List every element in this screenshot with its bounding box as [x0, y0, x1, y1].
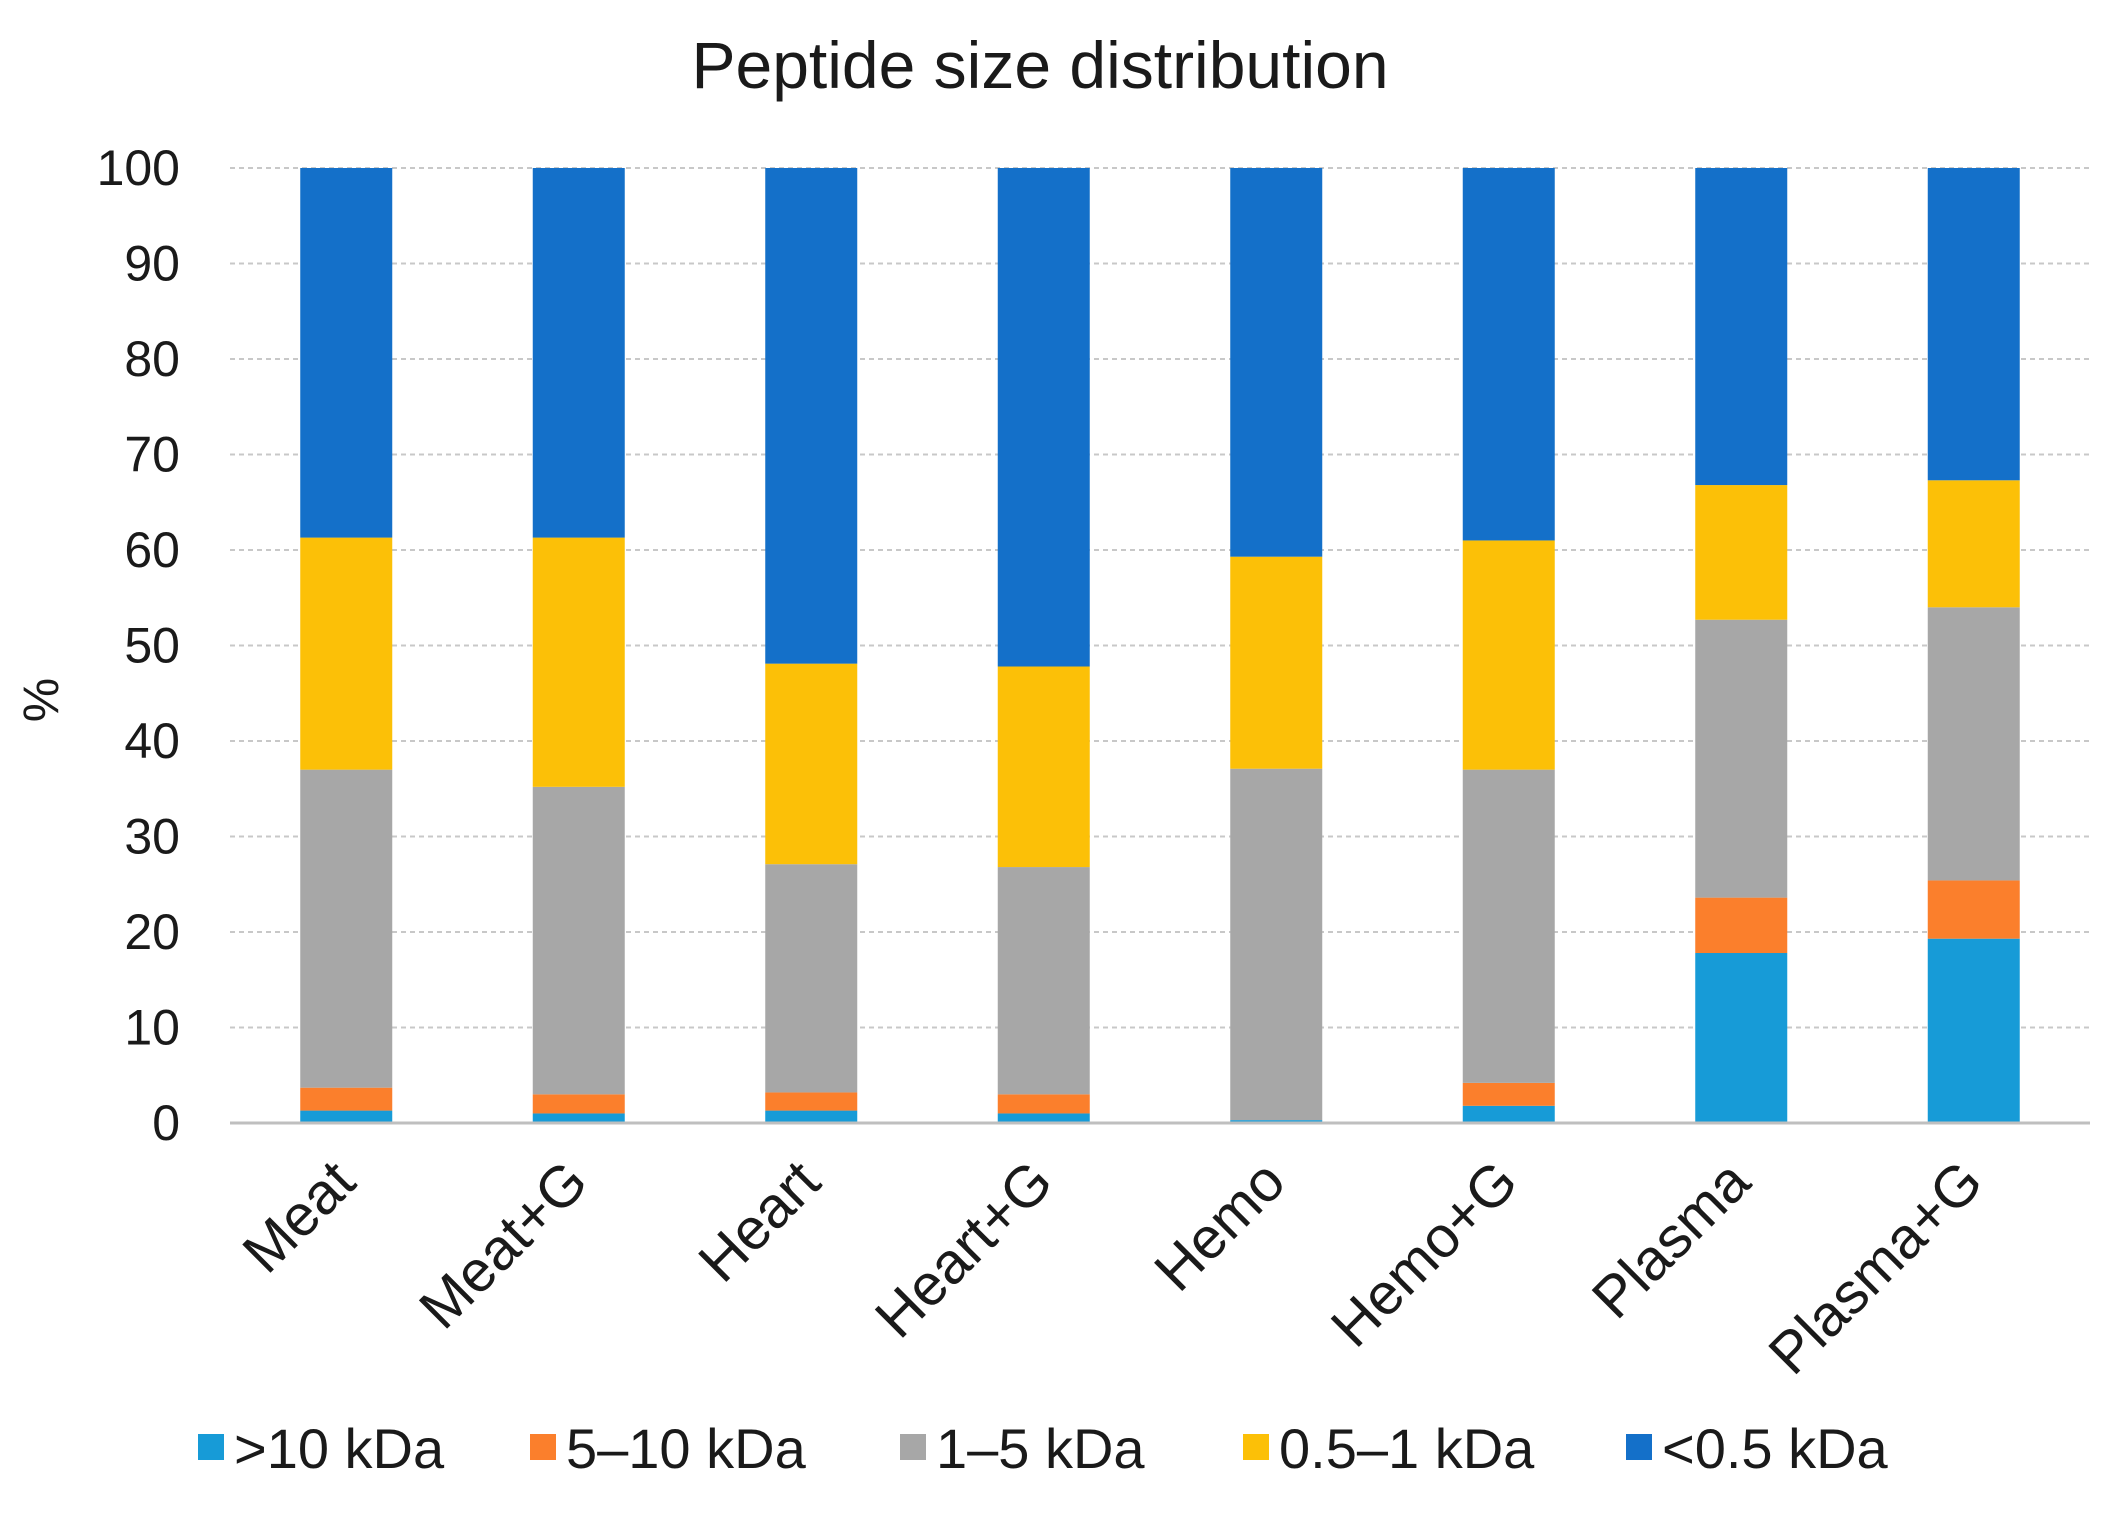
bar-stack-hemo-g	[1462, 168, 1555, 1123]
bar-plasma-1-5-kda	[1695, 619, 1788, 898]
legend: >10 kDa 5–10 kDa 1–5 kDa 0.5–1 kDa <0.5 kDa	[198, 1417, 1889, 1480]
bar-meat-g-1-5-kda	[532, 786, 625, 1095]
bar-hemo-0-5-kda	[1230, 168, 1323, 557]
bar-heart-0-5-kda	[765, 168, 858, 664]
bar-stack-plasma	[1695, 168, 1788, 1123]
bar-plasma-5-10-kda	[1695, 897, 1788, 954]
bar-plasma-0-5-kda	[1695, 168, 1788, 486]
legend-label-0-5-1-kda: 0.5–1 kDa	[1279, 1417, 1535, 1480]
legend-swatch-10-kda	[198, 1434, 224, 1460]
x-tick-label-meat-g: Meat+G	[407, 1148, 600, 1341]
x-tick-label-plasma: Plasma	[1580, 1148, 1763, 1331]
legend-swatch-5-10-kda	[530, 1434, 556, 1460]
bar-plasma-g-5-10-kda	[1927, 880, 2020, 939]
bar-hemo-g-0-5-kda	[1462, 168, 1555, 541]
y-axis-ticks: 0 10 20 30 40 50 60 70 80 90 100	[97, 140, 180, 1151]
bar-heart-g-0-5-1-kda	[997, 666, 1090, 868]
legend-item-0-5-1-kda: 0.5–1 kDa	[1243, 1417, 1535, 1480]
y-tick-label-10: 10	[124, 1000, 180, 1056]
bar-meat-1-5-kda	[300, 769, 393, 1088]
bar-plasma-g-0-5-kda	[1927, 168, 2020, 481]
bars	[300, 168, 2020, 1123]
y-tick-label-80: 80	[124, 331, 180, 387]
y-tick-label-70: 70	[124, 427, 180, 483]
x-tick-label-meat: Meat	[230, 1148, 367, 1285]
bar-stack-meat	[300, 168, 393, 1123]
bar-hemo-g-10-kda	[1462, 1105, 1555, 1123]
bar-stack-plasma-g	[1927, 168, 2020, 1123]
x-tick-label-hemo: Hemo	[1142, 1148, 1297, 1303]
legend-item-1-5-kda: 1–5 kDa	[900, 1417, 1145, 1480]
bar-heart-1-5-kda	[765, 864, 858, 1093]
bar-heart-0-5-1-kda	[765, 663, 858, 865]
y-tick-label-0: 0	[152, 1095, 180, 1151]
bar-meat-g-0-5-kda	[532, 168, 625, 538]
y-tick-label-40: 40	[124, 713, 180, 769]
y-tick-label-50: 50	[124, 618, 180, 674]
gridlines	[230, 167, 2090, 1029]
bar-hemo-g-0-5-1-kda	[1462, 540, 1555, 770]
y-axis-label: %	[13, 678, 69, 722]
bar-meat-g-10-kda	[532, 1113, 625, 1123]
bar-plasma-0-5-1-kda	[1695, 485, 1788, 620]
legend-swatch-0-5-kda	[1626, 1434, 1652, 1460]
bar-heart-g-5-10-kda	[997, 1094, 1090, 1114]
bar-hemo-g-1-5-kda	[1462, 769, 1555, 1083]
bar-stack-hemo	[1230, 168, 1323, 1123]
y-tick-label-90: 90	[124, 236, 180, 292]
chart-title: Peptide size distribution	[691, 28, 1388, 102]
y-tick-label-20: 20	[124, 904, 180, 960]
legend-label-0-5-kda: <0.5 kDa	[1662, 1417, 1889, 1480]
legend-item-5-10-kda: 5–10 kDa	[530, 1417, 807, 1480]
bar-meat-g-0-5-1-kda	[532, 537, 625, 787]
bar-meat-0-5-1-kda	[300, 537, 393, 770]
bar-heart-g-10-kda	[997, 1113, 1090, 1123]
bar-hemo-g-5-10-kda	[1462, 1082, 1555, 1106]
bar-heart-g-0-5-kda	[997, 168, 1090, 667]
bar-heart-5-10-kda	[765, 1092, 858, 1111]
x-axis-ticks: Meat Meat+G Heart Heart+G Hemo Hemo+G PlasmaPl…	[230, 1148, 1995, 1387]
y-tick-label-30: 30	[124, 809, 180, 865]
legend-swatch-0-5-1-kda	[1243, 1434, 1269, 1460]
bar-stack-heart-g	[997, 168, 1090, 1123]
bar-heart-g-1-5-kda	[997, 867, 1090, 1095]
bar-plasma-g-0-5-1-kda	[1927, 480, 2020, 608]
y-tick-label-60: 60	[124, 522, 180, 578]
bar-meat-5-10-kda	[300, 1087, 393, 1111]
x-tick-label-hemo-g: Hemo+G	[1319, 1148, 1530, 1359]
bar-meat-0-5-kda	[300, 168, 393, 538]
bar-stack-meat-g	[532, 168, 625, 1123]
bar-meat-10-kda	[300, 1110, 393, 1123]
x-tick-label-heart: Heart	[686, 1148, 832, 1294]
legend-item-10-kda: >10 kDa	[198, 1417, 445, 1480]
bar-heart-10-kda	[765, 1110, 858, 1123]
legend-label-1-5-kda: 1–5 kDa	[936, 1417, 1145, 1480]
bar-plasma-g-1-5-kda	[1927, 607, 2020, 881]
x-tick-label-heart-g: Heart+G	[863, 1148, 1065, 1350]
bar-stack-heart	[765, 168, 858, 1123]
bar-meat-g-5-10-kda	[532, 1094, 625, 1114]
bar-hemo-0-5-1-kda	[1230, 556, 1323, 769]
legend-label-5-10-kda: 5–10 kDa	[566, 1417, 807, 1480]
x-tick-label-plasma-g: Plasma+G	[1756, 1148, 1995, 1387]
y-tick-label-100: 100	[97, 140, 180, 196]
legend-label-10-kda: >10 kDa	[234, 1417, 445, 1480]
bar-plasma-g-10-kda	[1927, 938, 2020, 1123]
bar-plasma-10-kda	[1695, 953, 1788, 1123]
bar-hemo-1-5-kda	[1230, 768, 1323, 1121]
legend-swatch-1-5-kda	[900, 1434, 926, 1460]
legend-item-0-5-kda: <0.5 kDa	[1626, 1417, 1889, 1480]
